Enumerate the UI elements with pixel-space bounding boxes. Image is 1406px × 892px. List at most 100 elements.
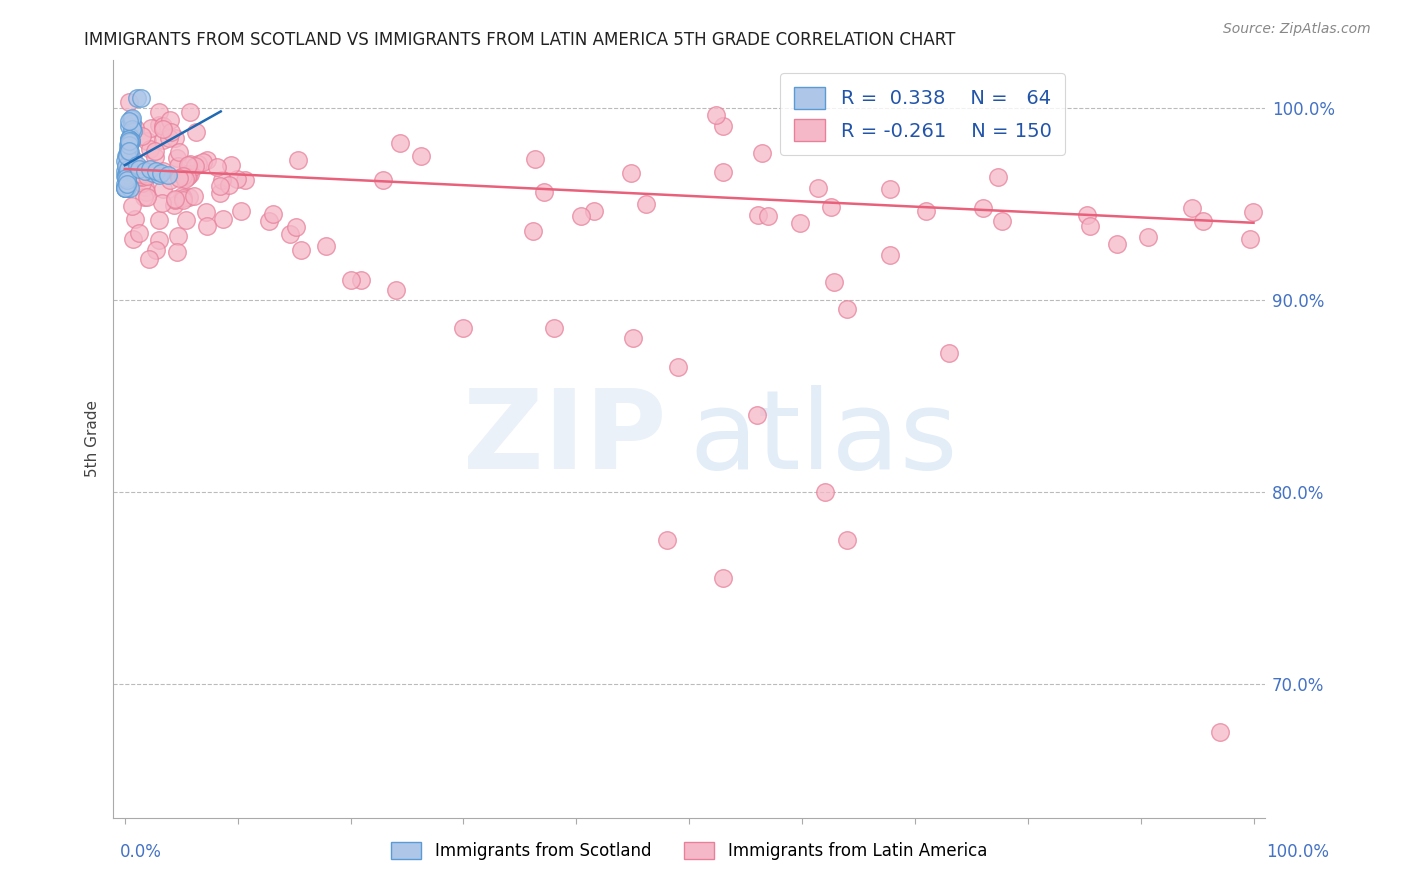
Point [184, 159, 207, 173]
Point [170, 188, 193, 202]
Point [218, 178, 240, 192]
Point [747, 208, 769, 222]
Point [167, 229, 190, 244]
Point [152, 119, 174, 133]
Point [148, 118, 170, 132]
Point [141, 161, 163, 176]
Point [634, 196, 657, 211]
Point [136, 134, 159, 148]
Point [157, 131, 180, 145]
Point [114, 154, 136, 169]
Point [179, 167, 201, 181]
Point [711, 164, 734, 178]
Text: IMMIGRANTS FROM SCOTLAND VS IMMIGRANTS FROM LATIN AMERICA 5TH GRADE CORRELATION : IMMIGRANTS FROM SCOTLAND VS IMMIGRANTS F… [84, 31, 956, 49]
Point [409, 148, 432, 162]
Point [149, 166, 172, 180]
Y-axis label: 5th Grade: 5th Grade [86, 401, 100, 477]
Point [124, 211, 146, 226]
Point [131, 176, 153, 190]
Point [290, 244, 312, 258]
Point [177, 169, 200, 183]
Point [972, 201, 994, 215]
Point [191, 154, 214, 169]
Point [167, 145, 190, 160]
Point [159, 172, 181, 186]
Point [166, 160, 188, 174]
Point [118, 134, 141, 148]
Point [145, 243, 167, 257]
Point [1191, 213, 1213, 227]
Point [179, 104, 201, 119]
Point [115, 178, 138, 192]
Point [115, 159, 138, 173]
Point [135, 190, 157, 204]
Point [120, 181, 142, 195]
Point [262, 207, 284, 221]
Point [115, 149, 138, 163]
Point [1136, 229, 1159, 244]
Point [162, 198, 184, 212]
Point [115, 149, 138, 163]
Point [129, 91, 152, 105]
Point [195, 153, 218, 168]
Point [209, 179, 232, 194]
Point [117, 156, 139, 170]
Point [128, 226, 150, 240]
Point [148, 233, 170, 247]
Point [121, 199, 143, 213]
Point [121, 116, 143, 130]
Point [990, 214, 1012, 228]
Point [756, 209, 779, 223]
Point [117, 177, 139, 191]
Point [134, 164, 156, 178]
Point [524, 152, 547, 166]
Point [315, 239, 337, 253]
Point [879, 248, 901, 262]
Point [118, 95, 141, 110]
Point [225, 172, 247, 186]
Point [389, 136, 412, 151]
Legend: R =  0.338    N =   64, R = -0.261    N = 150: R = 0.338 N = 64, R = -0.261 N = 150 [780, 73, 1066, 155]
Point [128, 165, 150, 179]
Point [115, 147, 138, 161]
Point [143, 150, 166, 164]
Point [177, 159, 200, 173]
Point [371, 173, 394, 187]
Point [117, 169, 139, 184]
Point [522, 224, 544, 238]
Point [257, 214, 280, 228]
Point [114, 181, 136, 195]
Point [120, 130, 142, 145]
Point [152, 133, 174, 147]
Point [177, 190, 200, 204]
Text: 100.0%: 100.0% [1265, 843, 1329, 861]
Point [134, 190, 156, 204]
Point [118, 132, 141, 146]
Point [176, 169, 198, 184]
Point [195, 204, 218, 219]
Point [174, 213, 197, 227]
Point [987, 169, 1010, 184]
Point [115, 171, 138, 186]
Point [114, 164, 136, 178]
Point [339, 273, 361, 287]
Point [118, 113, 141, 128]
Point [150, 195, 173, 210]
Point [139, 142, 162, 156]
Point [120, 170, 142, 185]
Point [183, 189, 205, 203]
Point [159, 113, 181, 128]
Point [135, 185, 157, 199]
Point [176, 167, 198, 181]
Point [287, 153, 309, 167]
Point [128, 161, 150, 176]
Point [117, 162, 139, 177]
Point [751, 146, 773, 161]
Point [543, 321, 565, 335]
Point [284, 219, 307, 234]
Point [118, 120, 141, 134]
Text: 0.0%: 0.0% [120, 843, 162, 861]
Point [209, 186, 232, 201]
Point [704, 108, 727, 122]
Point [115, 164, 138, 178]
